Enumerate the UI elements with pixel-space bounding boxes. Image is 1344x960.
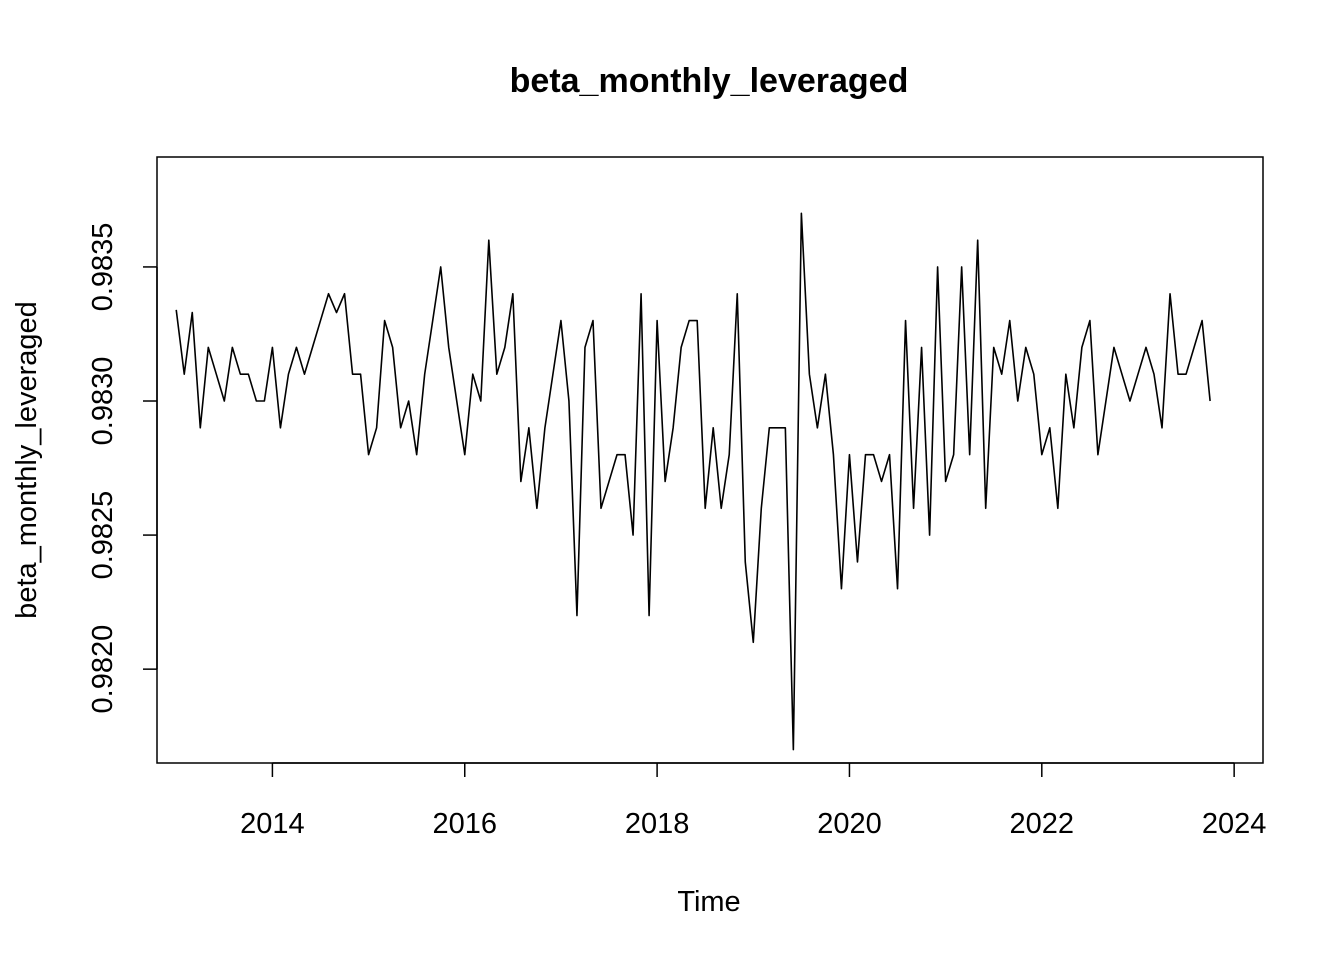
x-axis-label: Time — [677, 886, 740, 918]
x-tick-label: 2016 — [432, 808, 497, 840]
x-tick-label: 2020 — [817, 808, 882, 840]
y-axis: 0.9820 0.9825 0.9830 0.9835 — [87, 223, 158, 714]
y-tick-label: 0.9830 — [87, 357, 119, 446]
x-tick-label: 2018 — [625, 808, 690, 840]
x-tick-label: 2014 — [240, 808, 305, 840]
y-axis-label: beta_monthly_leveraged — [11, 301, 43, 619]
y-tick-label: 0.9835 — [87, 223, 119, 312]
x-axis: 2014 2016 2018 2020 2022 2024 — [240, 762, 1267, 840]
x-tick-label: 2024 — [1202, 808, 1267, 840]
y-tick-label: 0.9825 — [87, 491, 119, 580]
x-tick-label: 2022 — [1010, 808, 1075, 840]
series-line — [175, 212, 1211, 751]
chart-title: beta_monthly_leveraged — [510, 62, 909, 100]
y-tick-label: 0.9820 — [87, 625, 119, 714]
